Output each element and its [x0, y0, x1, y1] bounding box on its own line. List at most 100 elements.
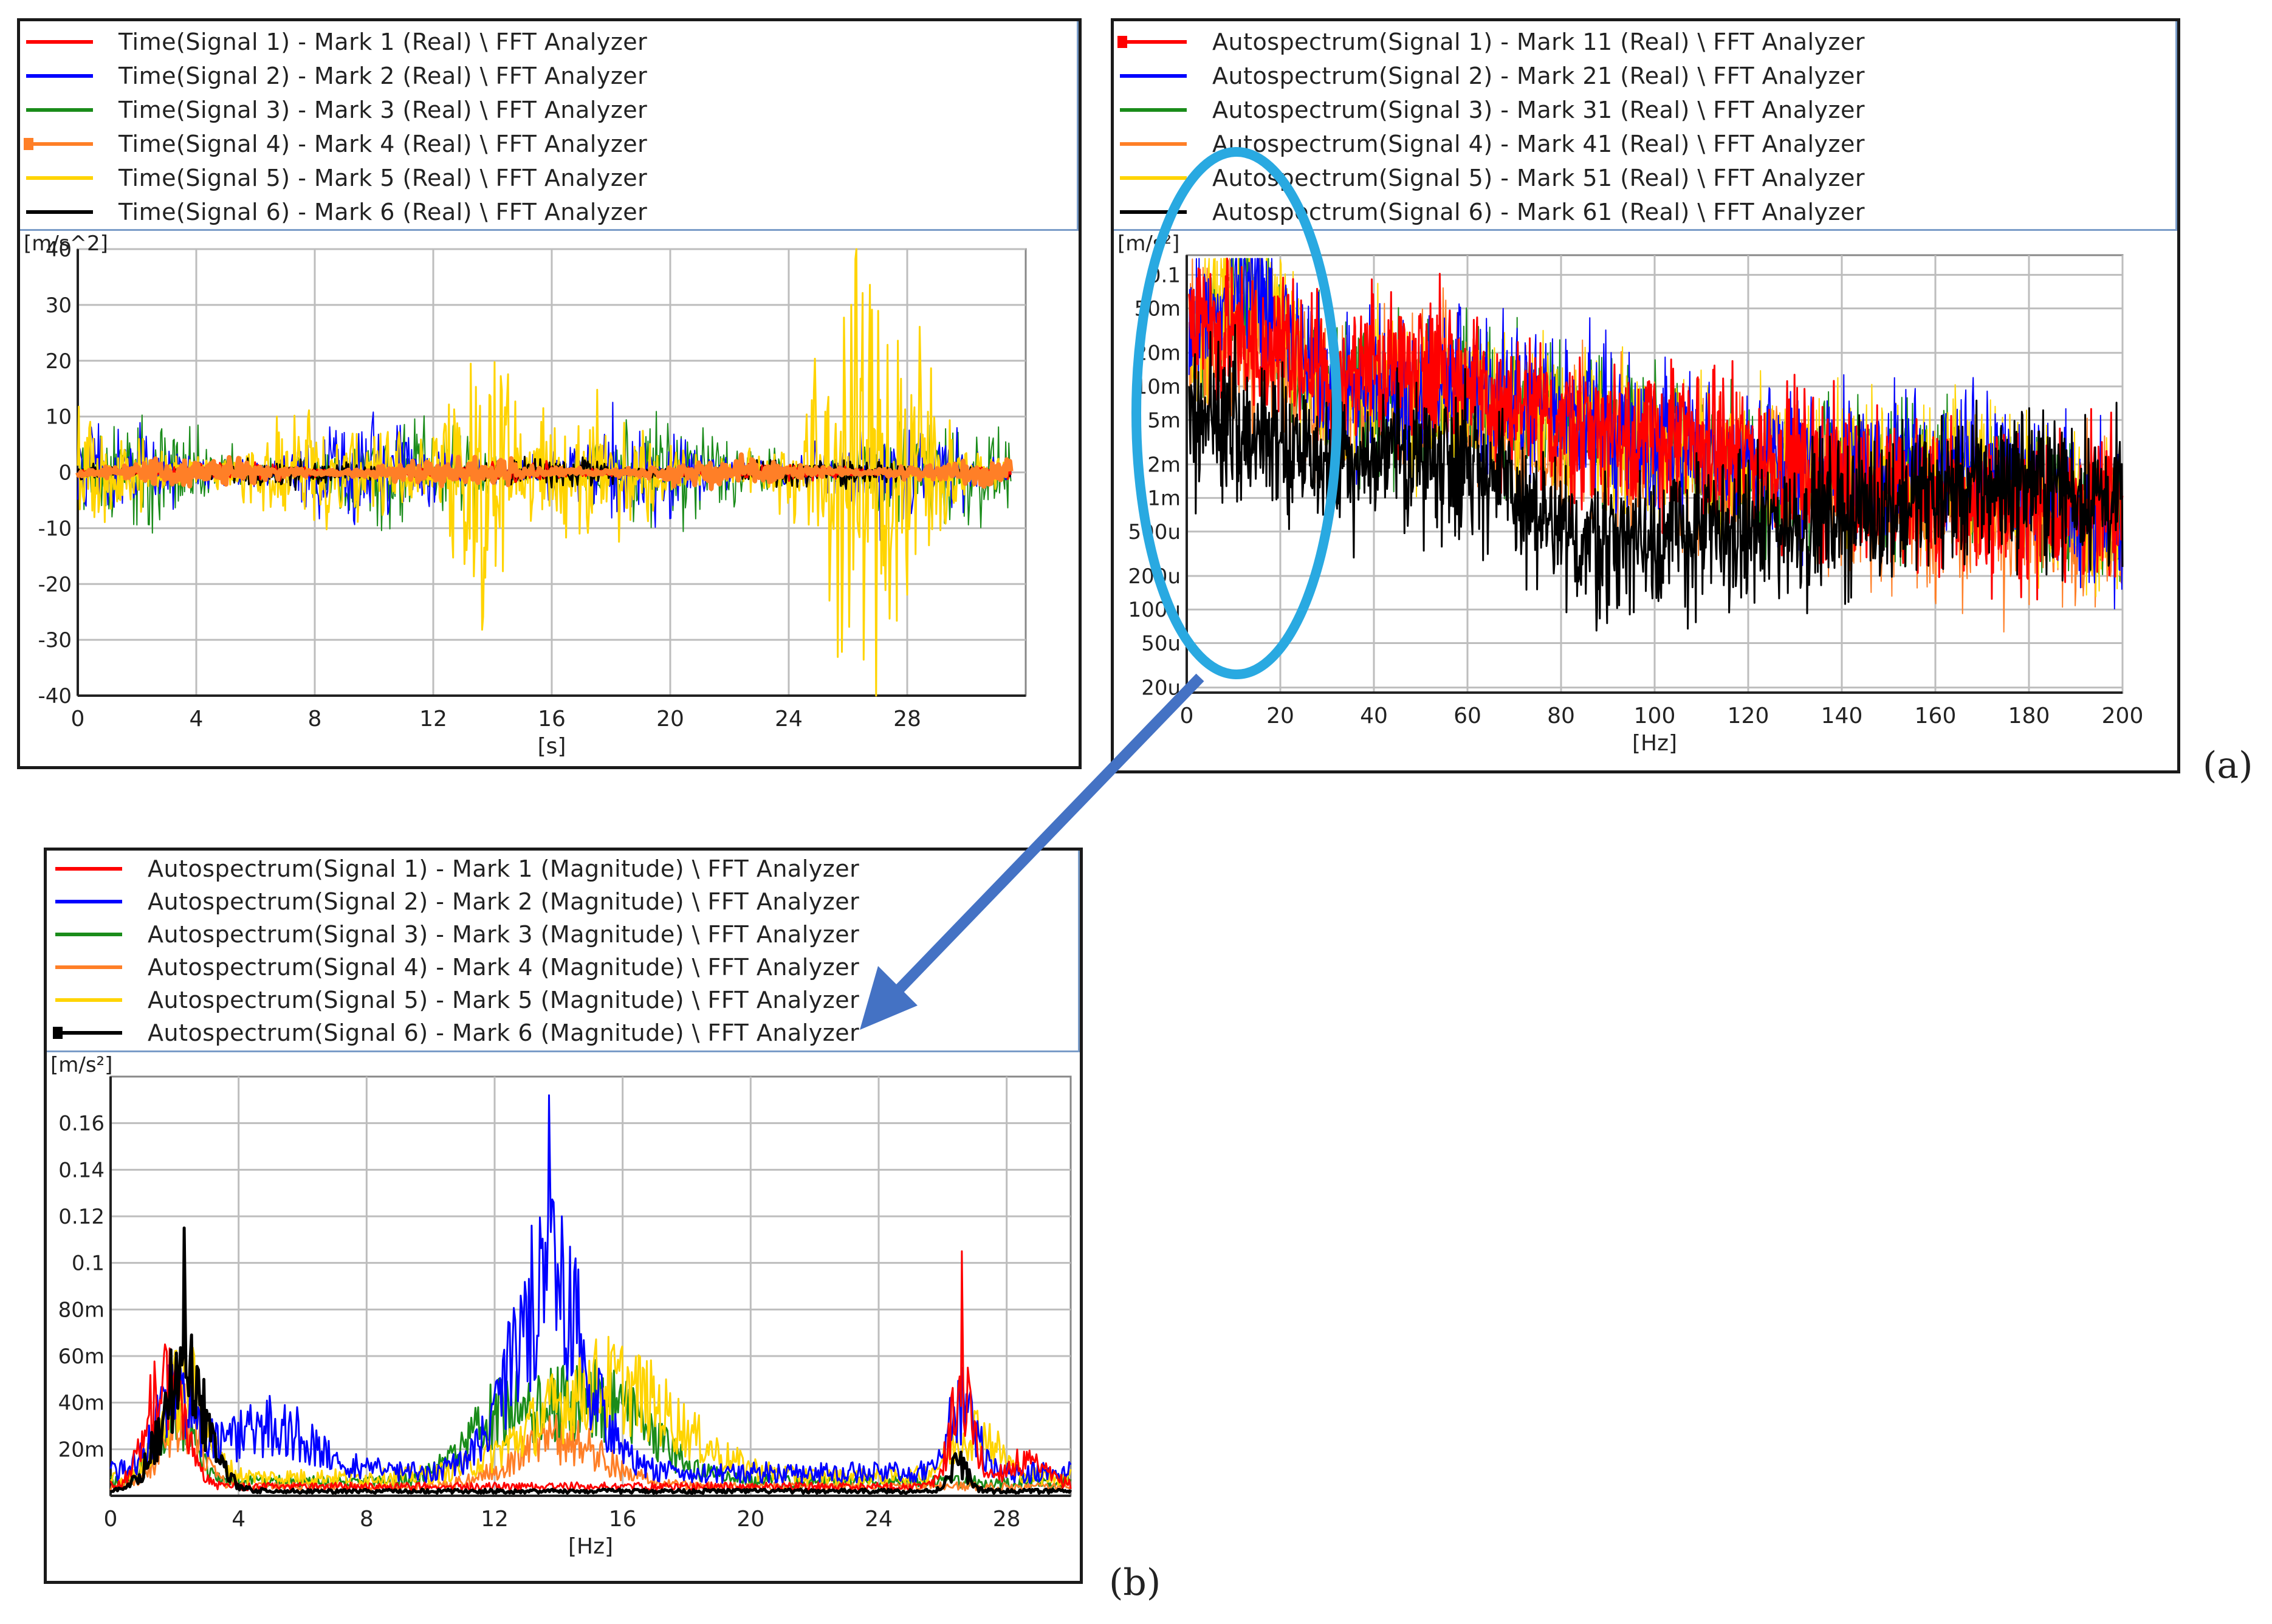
legend-label: Autospectrum(Signal 1) - Mark 1 (Magnitu…: [148, 855, 860, 882]
y-tick-label: -40: [38, 684, 72, 708]
legend-item: Autospectrum(Signal 1) - Mark 1 (Magnitu…: [55, 852, 859, 886]
y-tick-label: 0.12: [58, 1205, 105, 1229]
y-tick-label: 30: [46, 293, 72, 318]
x-tick-label: 80: [1547, 704, 1575, 728]
series-line-signal-2: [109, 1094, 1072, 1484]
spectrum-plot: 0 20 40 60 80 100 120 140 160 180 2000.150m20m10m5…: [1117, 231, 2144, 756]
series-line-signal-1: [109, 1250, 1072, 1492]
y-tick-label: 40m: [58, 1391, 105, 1416]
y-tick-label: 2m: [1147, 453, 1181, 477]
legend-item: Autospectrum(Signal 5) - Mark 51 (Real) …: [1120, 161, 1865, 195]
legend-label: Autospectrum(Signal 6) - Mark 6 (Magnitu…: [148, 1019, 860, 1046]
y-tick-label: -20: [38, 572, 72, 597]
legend-item: Autospectrum(Signal 2) - Mark 2 (Magnitu…: [55, 885, 859, 919]
y-tick-label: -10: [38, 516, 72, 541]
x-tick-label: 4: [190, 707, 204, 731]
legend-swatch: [1117, 36, 1187, 48]
x-axis-label: [Hz]: [1632, 731, 1677, 756]
series-line-signal-6: [110, 1226, 1073, 1495]
x-tick-label: 40: [1360, 704, 1388, 728]
x-tick-label: 120: [1728, 704, 1769, 728]
legend-label: Time(Signal 1) - Mark 1 (Real) \ FFT Ana…: [118, 29, 648, 55]
legend-swatch: [1120, 74, 1187, 78]
zoom-plot: 0 4 8 12 16 20 24 28 0.16 0.14 0.12 0.1 80m 60m 40m 20m…: [50, 1053, 1073, 1559]
time-signal-panel: Time(Signal 1) - Mark 1 (Real) \ FFT Ana…: [17, 18, 1082, 769]
series-line-signal-6: [1188, 324, 2124, 632]
autospectrum-panel: Autospectrum(Signal 1) - Mark 11 (Real) …: [1111, 18, 2180, 773]
legend-item: Autospectrum(Signal 2) - Mark 21 (Real) …: [1120, 59, 1865, 93]
legend-swatch: [55, 998, 122, 1002]
legend-item: Autospectrum(Signal 3) - Mark 31 (Real) …: [1120, 93, 1865, 127]
x-axis-label: [Hz]: [568, 1534, 613, 1559]
y-tick-label: 10: [46, 405, 72, 430]
x-tick-label: 20: [656, 707, 684, 731]
caption-a: (a): [2203, 744, 2253, 787]
y-tick-label: 500u: [1128, 520, 1181, 544]
series-line-signal-3: [109, 1358, 1072, 1489]
y-tick-label: 80m: [58, 1298, 105, 1322]
x-tick-label: 8: [308, 707, 322, 731]
series-line-signal-4: [75, 452, 1014, 492]
x-tick-label: 28: [893, 707, 921, 731]
x-tick-label: 20: [1266, 704, 1294, 728]
legend-item: Time(Signal 5) - Mark 5 (Real) \ FFT Ana…: [26, 161, 647, 195]
time-plot: 0 4 8 12 16 20 24 28 40 30 20 10 0 -10 -20 -30 -40 [m/s^2…: [24, 231, 1027, 759]
x-tick-label: 24: [775, 707, 803, 731]
y-tick-label: -30: [38, 628, 72, 653]
legend-swatch: [1120, 210, 1187, 214]
legend-label: Time(Signal 4) - Mark 4 (Real) \ FFT Ana…: [118, 131, 648, 157]
unit-label: [m/s^2]: [24, 231, 108, 256]
legend-label: Time(Signal 5) - Mark 5 (Real) \ FFT Ana…: [118, 165, 648, 191]
x-tick-label: 16: [609, 1507, 637, 1532]
x-tick-label: 60: [1453, 704, 1481, 728]
spectrum-legend: Autospectrum(Signal 1) - Mark 11 (Real) …: [1114, 21, 2177, 231]
legend-item: Time(Signal 2) - Mark 2 (Real) \ FFT Ana…: [26, 59, 647, 93]
legend-swatch: [26, 210, 93, 214]
legend-swatch: [55, 965, 122, 969]
y-tick-label: 0.16: [58, 1112, 105, 1136]
x-tick-label: 20: [736, 1507, 764, 1532]
arrow-shaft: [894, 673, 1204, 995]
x-tick-label: 0: [71, 707, 85, 731]
legend-label: Autospectrum(Signal 6) - Mark 61 (Real) …: [1212, 199, 1865, 225]
time-legend: Time(Signal 1) - Mark 1 (Real) \ FFT Ana…: [20, 21, 1079, 231]
legend-item: Time(Signal 1) - Mark 1 (Real) \ FFT Ana…: [26, 25, 647, 59]
legend-label: Autospectrum(Signal 3) - Mark 31 (Real) …: [1212, 97, 1865, 123]
legend-label: Autospectrum(Signal 2) - Mark 2 (Magnitu…: [148, 888, 860, 915]
legend-label: Autospectrum(Signal 3) - Mark 3 (Magnitu…: [148, 921, 860, 948]
x-tick-label: 28: [993, 1507, 1021, 1532]
legend-item: Autospectrum(Signal 6) - Mark 6 (Magnitu…: [53, 1016, 860, 1050]
x-tick-label: 180: [2008, 704, 2050, 728]
legend-marker-icon: [1117, 36, 1127, 48]
y-tick-label: 0: [58, 461, 72, 485]
legend-swatch: [53, 1027, 122, 1039]
legend-label: Autospectrum(Signal 4) - Mark 4 (Magnitu…: [148, 954, 860, 981]
legend-label: Time(Signal 6) - Mark 6 (Real) \ FFT Ana…: [118, 199, 648, 225]
legend-swatch: [1120, 108, 1187, 112]
y-tick-label: 0.1: [72, 1252, 105, 1276]
x-axis-label: [s]: [538, 734, 566, 759]
legend-label: Autospectrum(Signal 1) - Mark 11 (Real) …: [1212, 29, 1865, 55]
legend-item: Time(Signal 4) - Mark 4 (Real) \ FFT Ana…: [24, 127, 648, 161]
x-tick-label: 100: [1634, 704, 1676, 728]
x-tick-label: 8: [360, 1507, 374, 1532]
legend-label: Autospectrum(Signal 4) - Mark 41 (Real) …: [1212, 131, 1865, 157]
x-tick-label: 12: [481, 1507, 509, 1532]
legend-item: Autospectrum(Signal 4) - Mark 4 (Magnitu…: [55, 950, 859, 984]
x-tick-label: 200: [2102, 704, 2144, 728]
legend-swatch: [24, 138, 93, 150]
y-tick-label: 20u: [1141, 676, 1181, 701]
legend-item: Autospectrum(Signal 5) - Mark 5 (Magnitu…: [55, 983, 859, 1017]
y-tick-label: 1m: [1147, 487, 1181, 511]
x-tick-label: 160: [1915, 704, 1957, 728]
legend-marker-icon: [53, 1027, 63, 1039]
y-tick-label: 20m: [58, 1437, 105, 1462]
y-tick-label: 40: [46, 238, 72, 262]
legend-label: Time(Signal 3) - Mark 3 (Real) \ FFT Ana…: [118, 97, 648, 123]
y-tick-label: 50u: [1141, 632, 1181, 656]
y-tick-label: 60m: [58, 1345, 105, 1369]
legend-marker-icon: [24, 138, 33, 150]
legend-swatch: [1120, 176, 1187, 180]
legend-item: Autospectrum(Signal 1) - Mark 11 (Real) …: [1117, 25, 1865, 59]
